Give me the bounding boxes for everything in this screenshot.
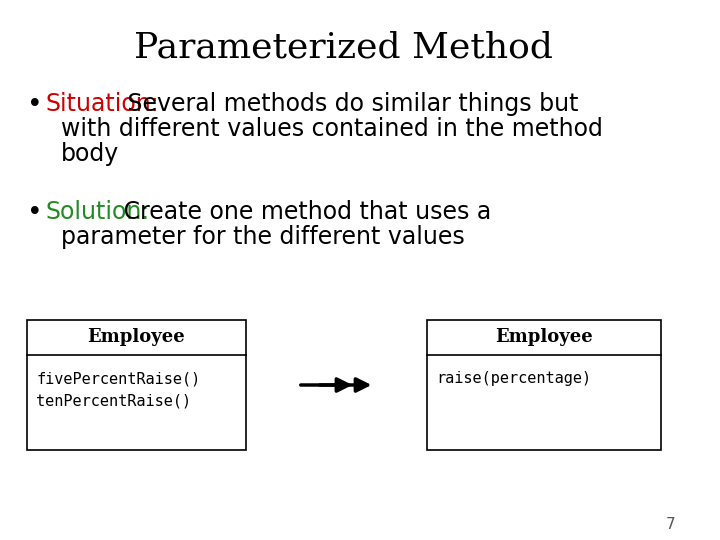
Text: Several methods do similar things but: Several methods do similar things but [120, 92, 579, 116]
Text: Parameterized Method: Parameterized Method [134, 30, 553, 64]
Text: Situation:: Situation: [46, 92, 159, 116]
Text: Create one method that uses a: Create one method that uses a [117, 200, 492, 224]
Text: fivePercentRaise(): fivePercentRaise() [36, 371, 200, 386]
Text: Employee: Employee [87, 328, 185, 347]
Bar [27, 320, 246, 450]
Text: •: • [27, 200, 42, 226]
Text: •: • [27, 92, 42, 118]
Text: with different values contained in the method: with different values contained in the m… [61, 117, 603, 141]
Text: raise(percentage): raise(percentage) [437, 371, 592, 386]
Bar [427, 320, 661, 450]
Text: Employee: Employee [495, 328, 593, 347]
Text: 7: 7 [665, 517, 675, 532]
Text: parameter for the different values: parameter for the different values [61, 225, 465, 249]
Text: tenPercentRaise(): tenPercentRaise() [36, 393, 192, 408]
Text: body: body [61, 142, 120, 166]
Text: Solution:: Solution: [46, 200, 150, 224]
